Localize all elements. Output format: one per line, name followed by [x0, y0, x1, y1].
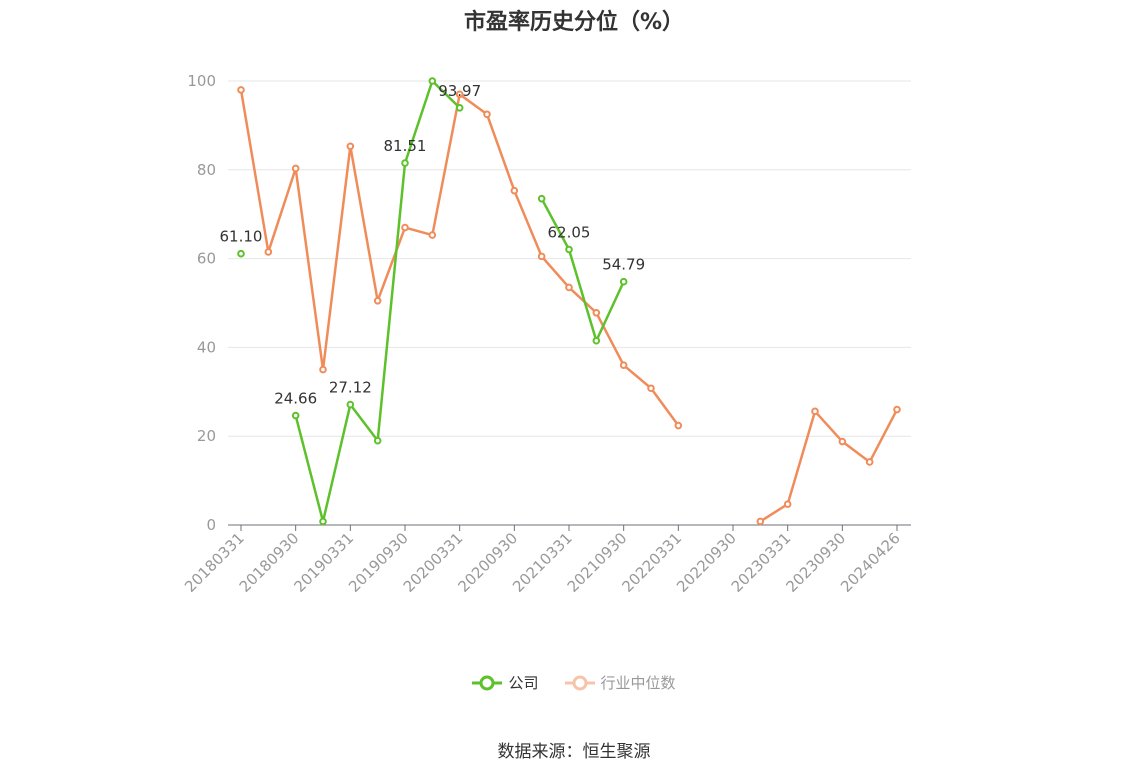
- industry-data-point: [510, 186, 519, 195]
- legend-industry-label: 行业中位数: [600, 674, 676, 692]
- industry-data-point: [428, 231, 437, 239]
- company-data-point: [619, 277, 628, 286]
- industry-data-point: [291, 164, 300, 173]
- company-data-label: 93.97: [438, 82, 481, 100]
- company-data-point: [455, 103, 464, 112]
- industry-data-point: [237, 86, 245, 94]
- company-data-point: [373, 436, 382, 445]
- x-tick-label: 20240426: [837, 529, 904, 596]
- company-data-point: [428, 77, 437, 85]
- industry-data-point: [838, 437, 847, 446]
- legend-company-label: 公司: [508, 674, 539, 692]
- company-data-point: [537, 194, 546, 203]
- company-series-line: [540, 198, 625, 342]
- industry-data-point: [264, 248, 273, 256]
- company-data-point: [291, 411, 300, 420]
- company-data-point: [565, 245, 573, 254]
- industry-data-point: [811, 407, 819, 416]
- company-data-point: [346, 400, 355, 409]
- industry-data-point: [756, 517, 765, 526]
- y-tick-label: 0: [206, 516, 216, 534]
- legend-item-company[interactable]: 公司: [472, 672, 539, 693]
- industry-data-point: [319, 365, 327, 374]
- industry-data-point: [647, 384, 655, 393]
- legend-item-industry[interactable]: 行业中位数: [564, 672, 676, 693]
- legend-company-line-icon: [472, 675, 503, 690]
- company-data-label: 54.79: [602, 256, 645, 274]
- company-data-label: 27.12: [329, 379, 372, 397]
- industry-data-point: [455, 90, 464, 99]
- legend-industry-line-icon: [564, 675, 595, 690]
- industry-data-point: [401, 223, 409, 232]
- company-data-label: 62.05: [548, 223, 591, 241]
- company-data-point: [237, 249, 245, 258]
- industry-data-point: [619, 361, 628, 369]
- industry-series-line: [759, 408, 899, 523]
- data-source-note: 数据来源：恒生聚源: [497, 742, 651, 762]
- industry-data-point: [893, 405, 901, 414]
- industry-data-point: [483, 110, 491, 119]
- company-data-point: [592, 336, 601, 345]
- company-data-label: 24.66: [274, 390, 317, 408]
- y-tick-label: 20: [197, 427, 216, 445]
- company-data-point: [319, 517, 327, 526]
- industry-data-point: [346, 142, 355, 151]
- chart-legend: 公司 行业中位数: [0, 672, 1148, 693]
- company-data-point: [401, 159, 409, 167]
- industry-data-point: [373, 296, 382, 305]
- y-tick-label: 40: [197, 338, 216, 356]
- y-tick-label: 80: [197, 161, 216, 179]
- industry-data-point: [865, 458, 874, 466]
- industry-data-point: [592, 308, 601, 317]
- company-data-label: 61.10: [220, 228, 263, 246]
- chart-title: 市盈率历史分位（%）: [463, 10, 685, 35]
- y-tick-label: 100: [187, 72, 216, 90]
- industry-data-point: [783, 500, 792, 508]
- industry-data-point: [565, 283, 573, 292]
- industry-data-point: [674, 421, 683, 430]
- y-tick-label: 60: [197, 250, 216, 268]
- industry-data-point: [537, 252, 546, 261]
- company-data-label: 81.51: [384, 137, 427, 155]
